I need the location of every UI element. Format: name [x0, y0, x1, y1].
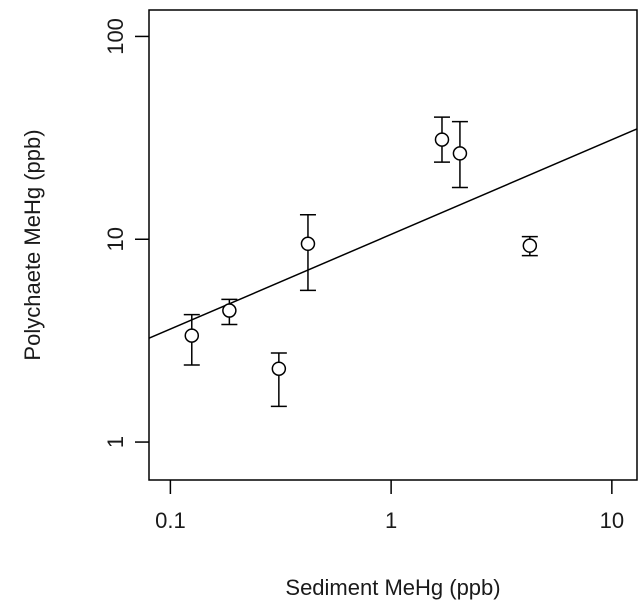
data-point: [300, 236, 316, 252]
x-axis: 0.1 1 10: [155, 480, 624, 533]
data-point: [522, 238, 538, 253]
x-axis-label: Sediment MeHg (ppb): [285, 575, 500, 600]
y-tick-label: 100: [103, 18, 128, 55]
data-point: [271, 361, 287, 376]
data-point: [184, 328, 200, 343]
fit-line-layer: [148, 128, 638, 339]
plot-frame: [148, 9, 638, 481]
regression-line: [148, 128, 638, 339]
y-axis-label: Polychaete MeHg (ppb): [20, 129, 45, 360]
x-tick-label: 0.1: [155, 508, 186, 533]
y-tick-label: 1: [103, 436, 128, 448]
data-point: [222, 303, 237, 318]
x-tick-label: 1: [385, 508, 397, 533]
points-layer: [183, 116, 538, 408]
data-point: [452, 146, 468, 161]
x-tick-label: 10: [600, 508, 624, 533]
y-tick-label: 10: [103, 227, 128, 251]
data-point: [434, 132, 450, 147]
y-axis: 1 10 100: [103, 18, 149, 448]
